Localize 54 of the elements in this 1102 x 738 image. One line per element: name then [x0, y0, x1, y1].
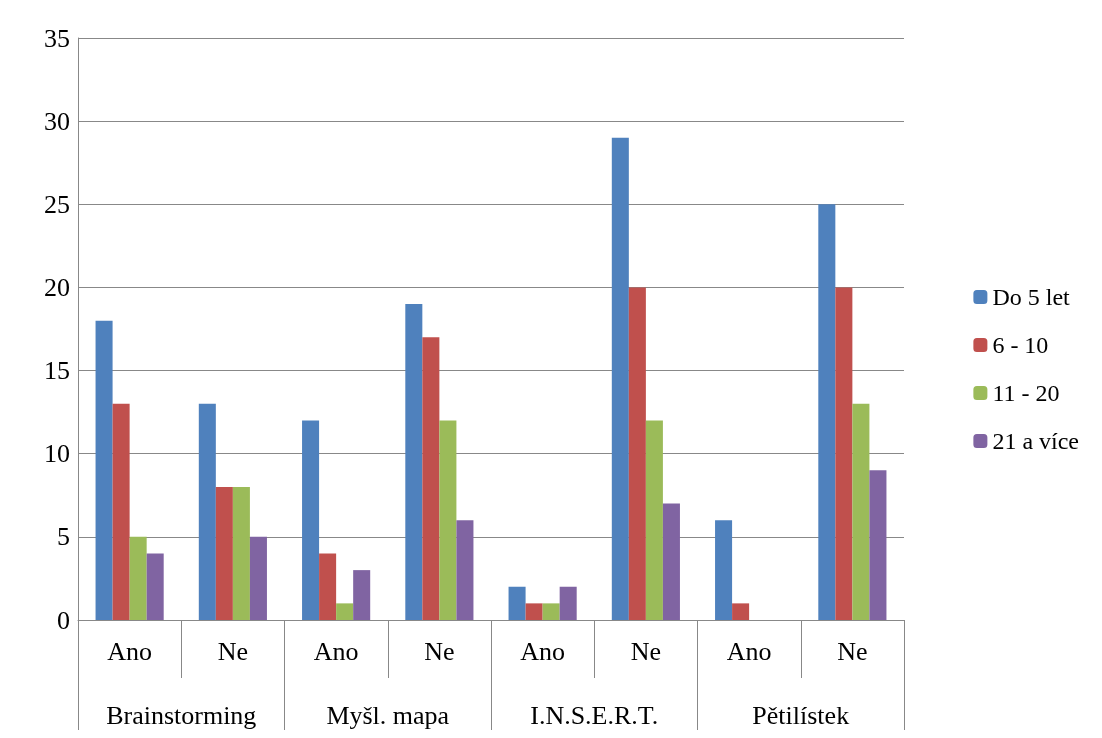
x-tick-label: Ne — [217, 636, 249, 666]
legend-label: Do 5 let — [992, 284, 1071, 310]
y-tick-label: 30 — [44, 106, 70, 136]
bar — [559, 586, 577, 620]
y-tick-label: 5 — [57, 522, 70, 552]
y-tick-label: 0 — [57, 605, 70, 635]
bar — [129, 536, 147, 620]
bar — [628, 287, 646, 620]
bar — [645, 420, 663, 620]
bar — [353, 570, 371, 620]
bar — [869, 470, 887, 620]
bar — [249, 536, 267, 620]
bar — [662, 503, 680, 620]
bar — [525, 603, 543, 620]
bar — [336, 603, 354, 620]
x-tick-label: Ano — [726, 636, 772, 666]
bar — [95, 320, 113, 620]
bar — [215, 486, 233, 620]
x-tick-label: Ano — [107, 636, 153, 666]
bar — [232, 486, 250, 620]
bar — [852, 403, 870, 620]
y-tick-label: 15 — [44, 356, 70, 386]
bar — [715, 520, 733, 620]
x-tick-label: Ne — [837, 636, 868, 666]
y-tick-label: 25 — [44, 189, 70, 219]
x-tick-label: Ne — [630, 636, 662, 666]
bar — [405, 304, 423, 620]
y-tick-label: 10 — [44, 439, 70, 469]
legend-label: 11 - 20 — [992, 380, 1060, 406]
bar — [146, 553, 164, 620]
bar — [198, 403, 216, 620]
bar — [422, 337, 440, 620]
x-tick-label: Ne — [424, 636, 455, 666]
text: Brainstorming — [106, 700, 257, 730]
text: Myšl. mapa — [326, 700, 450, 730]
x-tick-label: Ano — [520, 636, 566, 666]
bar — [319, 553, 337, 620]
y-tick-label: 35 — [44, 23, 70, 53]
bar — [439, 420, 457, 620]
y-tick-label: 20 — [44, 272, 70, 302]
legend-label: 6 - 10 — [992, 332, 1049, 358]
x-tick-label: Ano — [313, 636, 359, 666]
bar — [542, 603, 560, 620]
bar — [611, 137, 629, 620]
bar — [818, 204, 836, 620]
bar — [456, 520, 474, 620]
bar — [302, 420, 320, 620]
text: Pětilístek — [752, 700, 850, 730]
legend-label: 21 a více — [992, 428, 1079, 454]
bar — [835, 287, 853, 620]
bar — [508, 586, 526, 620]
bar — [112, 403, 130, 620]
bar — [732, 603, 750, 620]
text: I.N.S.E.R.T. — [530, 700, 659, 730]
